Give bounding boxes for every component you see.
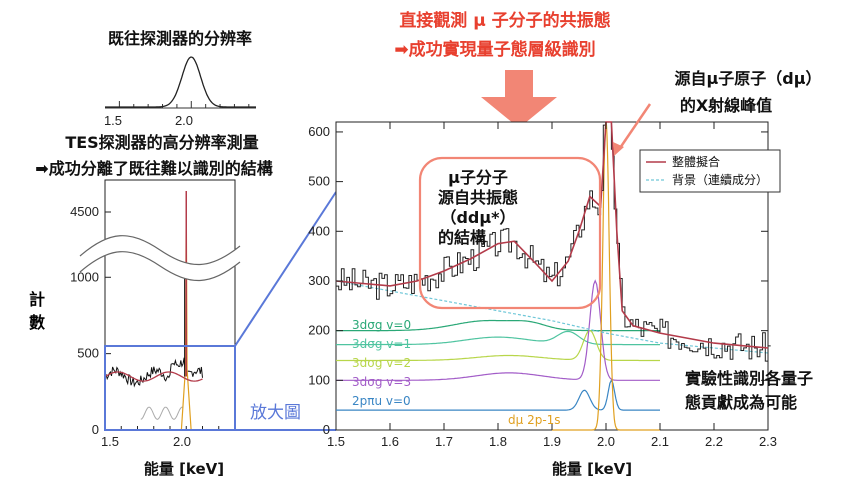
top-annotation-line1: 直接觀測 μ 子分子的共振態 — [399, 10, 610, 31]
component-curve-2 — [336, 330, 660, 346]
right-xtick-label: 2.2 — [705, 434, 723, 449]
right-xtick-label: 1.7 — [435, 434, 453, 449]
right-ytick-label: 100 — [308, 372, 330, 387]
right-ytick-label: 200 — [308, 323, 330, 338]
component-label-1: 3dσg v=0 — [352, 318, 411, 332]
down-arrow-icon — [481, 70, 557, 128]
muonic-pointer-head-icon — [613, 142, 624, 156]
right-xtick-label: 1.8 — [489, 434, 507, 449]
conclusion-line2: 態貢獻成為可能 — [685, 393, 797, 412]
zoom-connector-top — [234, 191, 337, 347]
axis-break-wave — [80, 235, 240, 281]
right-ytick-label: 600 — [308, 124, 330, 139]
component-label-5: 2pπu v=0 — [352, 394, 411, 408]
left-fit-curve — [104, 371, 203, 382]
left-ytick-label: 4500 — [70, 204, 99, 219]
left-xlabel: 能量 [keV] — [144, 460, 224, 478]
resonance-label-4: 的結構 — [438, 228, 486, 247]
left-xtick-2: 2.0 — [173, 434, 191, 449]
right-xtick-label: 1.6 — [381, 434, 399, 449]
zoom-label: 放大圖 — [250, 403, 301, 423]
top-annotation-line2: ➡成功實現量子態層級識別 — [394, 39, 595, 60]
legend-item-background: 背景（連續成分） — [672, 172, 768, 187]
resonance-highlight-box — [418, 156, 602, 310]
right-xtick-label: 2.1 — [651, 434, 669, 449]
component-label-6: dμ 2p-1s — [508, 413, 561, 427]
legend-item-fit: 整體擬合 — [672, 154, 720, 169]
inset-title: 既往探測器的分辨率 — [108, 29, 252, 48]
left-ylabel-char2: 數 — [29, 313, 45, 332]
left-annotation-line2: ➡成功分離了既往難以識別的結構 — [35, 159, 272, 178]
legend: 整體擬合 背景（連續成分） — [639, 149, 781, 193]
resonance-label-3: （ddμ*） — [440, 208, 515, 227]
data-histogram — [336, 121, 771, 362]
axis-break-line-top — [79, 235, 241, 266]
left-xtick-1: 1.5 — [101, 434, 119, 449]
axis-break-line-bottom — [79, 251, 241, 282]
right-xtick-label: 2.0 — [597, 434, 615, 449]
inset-plot: 1.5 2.0 — [104, 56, 256, 128]
right-xlabel: 能量 [keV] — [552, 460, 632, 478]
component-label-3: 3dσg v=2 — [352, 356, 411, 370]
right-ytick-label: 500 — [308, 174, 330, 189]
left-component-curve — [140, 406, 184, 420]
right-ytick-label: 0 — [323, 422, 330, 437]
component-label-4: 3dσg v=3 — [352, 375, 411, 389]
muonic-atom-label-1: 源自μ子原子（dμ） — [674, 69, 821, 88]
zoom-highlight-box — [104, 345, 236, 431]
resonance-label-2: 源自共振態 — [438, 188, 518, 207]
left-chart: 0 500 1000 4500 1.5 2.0 計 數 能量 [keV] — [29, 179, 241, 478]
component-curve-4 — [336, 279, 660, 381]
muonic-pointer-line — [618, 103, 652, 149]
left-ytick-label: 0 — [92, 422, 99, 437]
inset-xtick-2: 2.0 — [175, 113, 193, 128]
right-ytick-label: 400 — [308, 223, 330, 238]
fit-curve — [335, 121, 769, 349]
left-annotation-line1: TES探測器的高分辨率測量 — [65, 133, 258, 152]
right-xtick-label: 2.3 — [759, 434, 777, 449]
component-curve-5 — [336, 378, 660, 411]
conclusion-line1: 實驗性識別各量子 — [685, 369, 813, 388]
component-label-2: 3dσg v=1 — [352, 337, 411, 351]
resonance-label-1: μ子分子 — [448, 168, 508, 187]
right-xtick-label: 1.9 — [543, 434, 561, 449]
inset-gaussian-curve — [105, 56, 256, 108]
inset-xtick-1: 1.5 — [104, 113, 122, 128]
left-ytick-label: 500 — [77, 346, 99, 361]
component-curve-3 — [336, 329, 660, 362]
right-ytick-label: 300 — [308, 273, 330, 288]
muonic-atom-label-2: 的X射線峰值 — [680, 96, 772, 115]
left-ytick-label: 1000 — [70, 269, 99, 284]
component-curve-1 — [336, 319, 660, 332]
background-curve — [335, 280, 769, 354]
left-ylabel-char1: 計 — [29, 290, 45, 309]
right-xtick-label: 1.5 — [327, 434, 345, 449]
